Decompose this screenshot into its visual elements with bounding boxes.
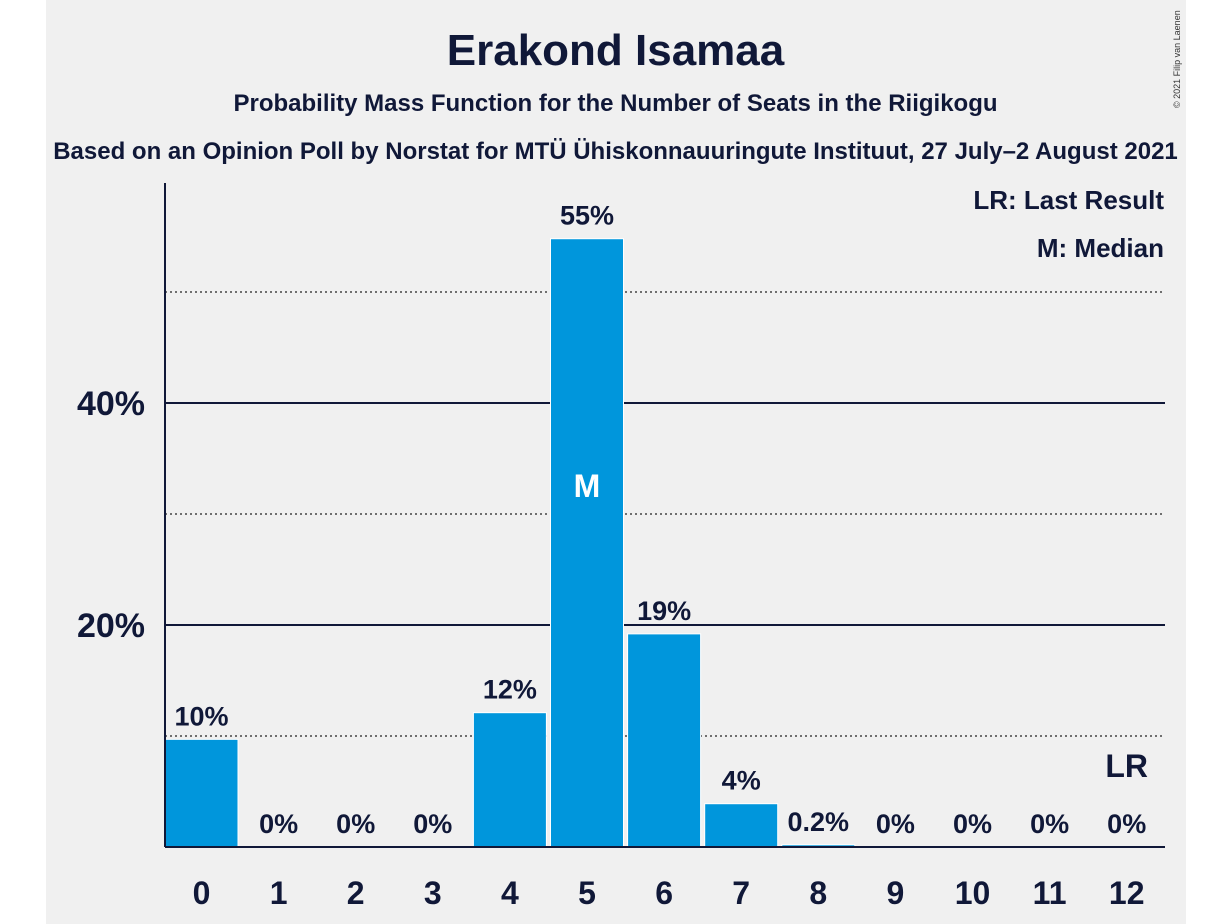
- value-label: 0%: [259, 809, 298, 839]
- x-tick-label: 9: [887, 875, 905, 911]
- bar: [627, 633, 702, 848]
- chart-title: Erakond Isamaa: [446, 26, 785, 75]
- value-label: 4%: [722, 766, 761, 796]
- value-label: 0%: [1030, 809, 1069, 839]
- value-label: 10%: [174, 701, 228, 731]
- x-tick-label: 7: [732, 875, 750, 911]
- x-tick-label: 6: [655, 875, 673, 911]
- legend-entry: M: Median: [1037, 233, 1164, 263]
- legend-entry: LR: Last Result: [973, 185, 1164, 215]
- bar: [704, 803, 779, 848]
- value-label: 0%: [336, 809, 375, 839]
- value-label: 0%: [413, 809, 452, 839]
- value-label: 0.2%: [788, 807, 850, 837]
- value-label: 0%: [953, 809, 992, 839]
- x-tick-label: 0: [193, 875, 211, 911]
- last-result-marker: LR: [1105, 748, 1148, 784]
- x-tick-label: 11: [1033, 875, 1067, 911]
- x-tick-label: 1: [270, 875, 288, 911]
- value-label: 12%: [483, 675, 537, 705]
- x-tick-label: 10: [955, 875, 991, 911]
- chart-subtitle: Probability Mass Function for the Number…: [233, 90, 998, 117]
- x-tick-label: 4: [501, 875, 519, 911]
- x-tick-label: 2: [347, 875, 365, 911]
- x-tick-label: 5: [578, 875, 596, 911]
- bar: [164, 738, 239, 848]
- value-label: 19%: [637, 596, 691, 626]
- x-tick-label: 12: [1109, 875, 1145, 911]
- value-label: 0%: [1107, 809, 1146, 839]
- x-tick-label: 3: [424, 875, 442, 911]
- y-tick-label: 20%: [77, 607, 145, 645]
- value-label: 0%: [876, 809, 915, 839]
- chart-source: Based on an Opinion Poll by Norstat for …: [53, 138, 1178, 165]
- y-tick-label: 40%: [77, 385, 145, 423]
- value-label: 55%: [560, 201, 614, 231]
- x-tick-label: 8: [809, 875, 827, 911]
- bar: [550, 238, 624, 848]
- median-marker: M: [574, 468, 601, 504]
- bar: [472, 712, 547, 848]
